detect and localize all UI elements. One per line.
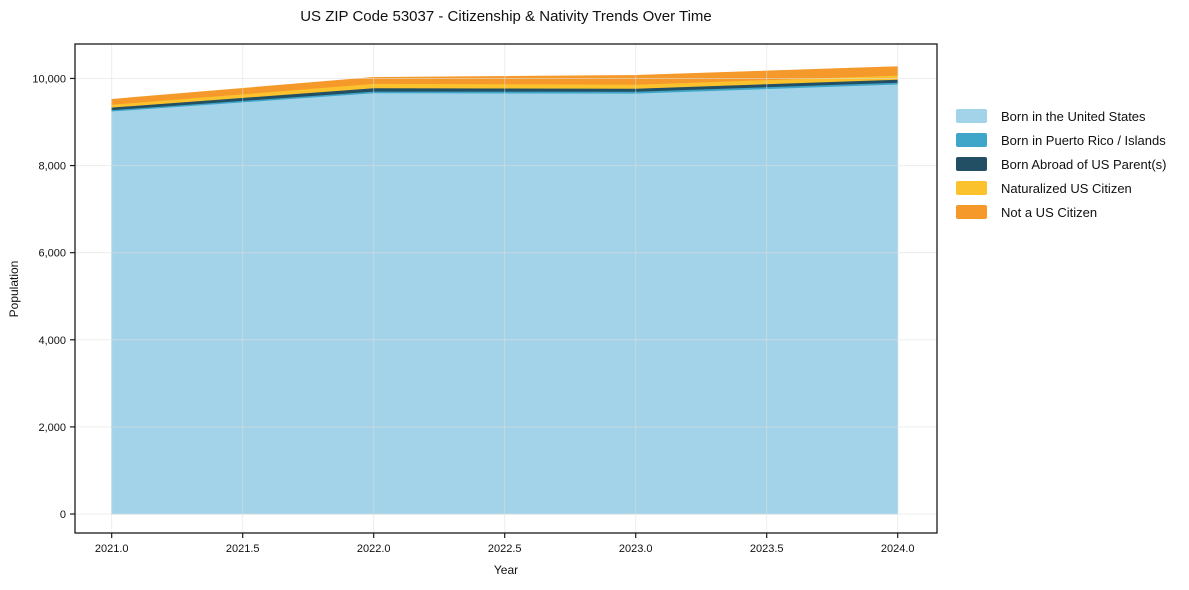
legend-swatch — [956, 133, 987, 147]
legend-item-not-a-us-citizen: Not a US Citizen — [956, 200, 1166, 224]
x-tick-label: 2022.0 — [357, 543, 391, 555]
legend-swatch — [956, 109, 987, 123]
legend-item-naturalized-us-citizen: Naturalized US Citizen — [956, 176, 1166, 200]
legend-item-born-in-puerto-rico-islands: Born in Puerto Rico / Islands — [956, 128, 1166, 152]
y-tick-label: 4,000 — [38, 335, 66, 347]
y-tick-label: 8,000 — [38, 161, 66, 173]
gridlines — [75, 44, 937, 533]
legend-swatch — [956, 181, 987, 195]
legend-swatch — [956, 205, 987, 219]
y-axis-label: Population — [7, 260, 21, 318]
x-tick-label: 2022.5 — [488, 543, 522, 555]
legend-label: Born in the United States — [1001, 108, 1146, 124]
x-tick-label: 2021.0 — [95, 543, 129, 555]
y-tick-label: 2,000 — [38, 422, 66, 434]
chart-title: US ZIP Code 53037 - Citizenship & Nativi… — [300, 8, 712, 25]
legend-label: Not a US Citizen — [1001, 204, 1098, 220]
x-axis-label: Year — [493, 563, 519, 577]
x-tick-label: 2023.0 — [619, 543, 653, 555]
legend-label: Born Abroad of US Parent(s) — [1001, 156, 1167, 172]
legend-swatch — [956, 157, 987, 171]
y-tick-label: 6,000 — [38, 248, 66, 260]
y-tick-label: 0 — [60, 509, 66, 521]
x-tick-label: 2024.0 — [881, 543, 915, 555]
legend-label: Naturalized US Citizen — [1001, 180, 1132, 196]
legend: Born in the United States Born in Puerto … — [956, 104, 1166, 224]
legend-label: Born in Puerto Rico / Islands — [1001, 132, 1166, 148]
x-tick-label: 2023.5 — [750, 543, 784, 555]
x-tick-label: 2021.5 — [226, 543, 260, 555]
legend-item-born-in-the-united-states: Born in the United States — [956, 104, 1166, 128]
y-tick-label: 10,000 — [32, 73, 66, 85]
axis-ticks: 2021.0 2021.5 2022.0 2022.5 2023.0 2023.5 2024… — [32, 73, 914, 555]
plot-frame — [74, 43, 938, 534]
legend-item-born-abroad-of-us-parent-s: Born Abroad of US Parent(s) — [956, 152, 1166, 176]
